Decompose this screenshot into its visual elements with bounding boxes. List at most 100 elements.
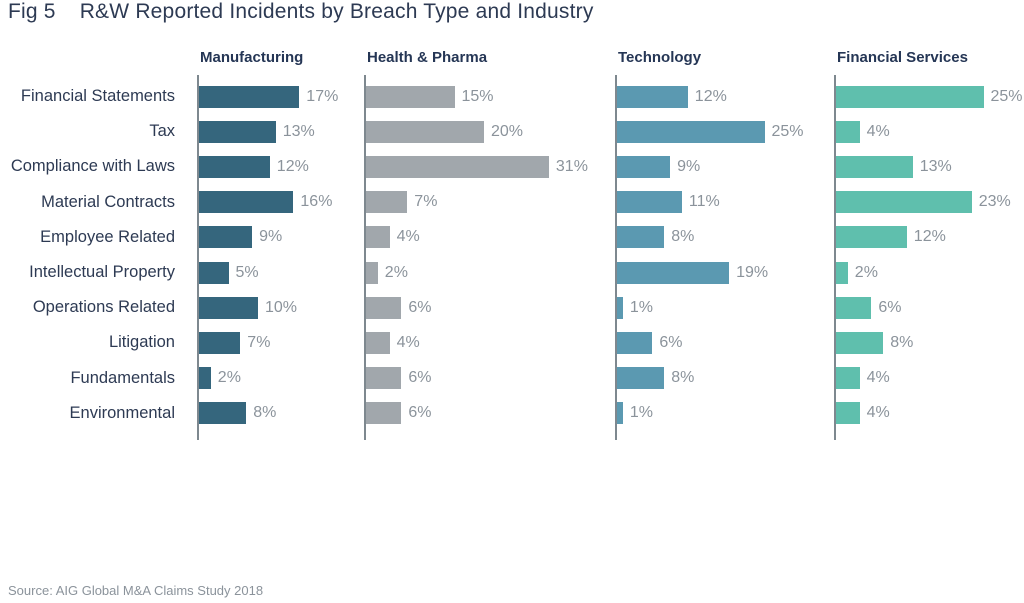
category-label: Intellectual Property bbox=[29, 262, 175, 281]
value-label: 9% bbox=[259, 228, 283, 246]
bar bbox=[617, 155, 671, 178]
bar bbox=[617, 367, 665, 390]
bar-row: 9% bbox=[617, 149, 834, 184]
bar-chart: Financial Statements Tax Compliance with L… bbox=[0, 46, 1024, 440]
value-label: 1% bbox=[629, 404, 654, 422]
bar bbox=[199, 331, 241, 354]
category-label: Material Contracts bbox=[41, 192, 175, 211]
bar-row: 6% bbox=[366, 396, 615, 431]
axis-and-bars: 25% 4% 13% 23% 12% 2% 6% 8% 4% 4% bbox=[834, 75, 1024, 440]
bar-row: 1% bbox=[617, 290, 834, 325]
bar-row: 1% bbox=[617, 396, 834, 431]
value-label: 4% bbox=[396, 333, 420, 351]
bar bbox=[617, 296, 623, 319]
panel-financial-services: Financial Services 25% 4% 13% 23% 12% 2% 6% 8% 4%… bbox=[834, 46, 1024, 440]
value-label: 8% bbox=[253, 404, 277, 422]
value-label: 19% bbox=[736, 263, 769, 281]
bar-row: 25% bbox=[836, 79, 1024, 114]
bar-row: 4% bbox=[836, 114, 1024, 149]
bar bbox=[617, 331, 653, 354]
value-label: 6% bbox=[408, 404, 432, 422]
panel-manufacturing: Manufacturing 17% 13% 12% 16% 9% 5% 10% 7% 2% 8% bbox=[197, 46, 364, 440]
bar bbox=[836, 331, 884, 354]
bar-row: 9% bbox=[199, 220, 364, 255]
source-note: Source: AIG Global M&A Claims Study 2018 bbox=[8, 583, 264, 598]
series-header: Manufacturing bbox=[200, 49, 304, 66]
bar-row: 6% bbox=[617, 325, 834, 360]
bar-row: 4% bbox=[836, 396, 1024, 431]
bar-row: 13% bbox=[199, 114, 364, 149]
value-label: 6% bbox=[878, 298, 902, 316]
bar bbox=[836, 120, 860, 143]
value-label: 6% bbox=[408, 298, 432, 316]
value-label: 4% bbox=[866, 122, 890, 140]
bar-row: 7% bbox=[366, 185, 615, 220]
category-label: Financial Statements bbox=[20, 87, 175, 105]
value-label: 7% bbox=[247, 333, 271, 351]
panels: Manufacturing 17% 13% 12% 16% 9% 5% 10% 7% 2% 8% He… bbox=[197, 46, 1024, 440]
series-header: Health & Pharma bbox=[367, 49, 488, 66]
bar bbox=[836, 261, 848, 284]
bar bbox=[617, 191, 682, 214]
bar bbox=[836, 191, 972, 214]
value-label: 7% bbox=[414, 193, 438, 211]
bar-row: 8% bbox=[617, 361, 834, 396]
bar bbox=[617, 261, 730, 284]
panel-health-pharma: Health & Pharma 15% 20% 31% 7% 4% 2% 6% 4% 6% 6% bbox=[364, 46, 615, 440]
bar-row: 11% bbox=[617, 185, 834, 220]
bar bbox=[199, 261, 229, 284]
bar bbox=[836, 296, 872, 319]
bar bbox=[836, 226, 907, 249]
bar bbox=[617, 226, 665, 249]
bar bbox=[199, 155, 270, 178]
bar-row: 13% bbox=[836, 149, 1024, 184]
bar bbox=[366, 191, 408, 214]
axis-and-bars: 17% 13% 12% 16% 9% 5% 10% 7% 2% 8% bbox=[197, 75, 364, 440]
value-label: 17% bbox=[306, 87, 339, 105]
bar bbox=[366, 120, 484, 143]
value-label: 9% bbox=[677, 157, 701, 175]
value-label: 23% bbox=[978, 193, 1011, 211]
value-label: 6% bbox=[659, 333, 683, 351]
bar-row: 8% bbox=[199, 396, 364, 431]
value-label: 25% bbox=[771, 122, 804, 140]
bar bbox=[199, 120, 276, 143]
bar bbox=[366, 85, 455, 108]
bar bbox=[199, 85, 300, 108]
bar-row: 4% bbox=[836, 361, 1024, 396]
value-label: 12% bbox=[913, 228, 946, 246]
series-header: Technology bbox=[618, 49, 702, 66]
value-label: 4% bbox=[396, 228, 420, 246]
bar bbox=[366, 261, 378, 284]
value-label: 4% bbox=[866, 369, 890, 387]
value-label: 8% bbox=[671, 228, 695, 246]
bar bbox=[199, 226, 253, 249]
bar bbox=[199, 402, 247, 425]
category-label: Environmental bbox=[69, 403, 175, 422]
bar-row: 6% bbox=[366, 290, 615, 325]
value-label: 10% bbox=[265, 298, 298, 316]
bar bbox=[199, 296, 258, 319]
category-label: Employee Related bbox=[40, 227, 175, 246]
value-label: 12% bbox=[694, 87, 727, 105]
bar bbox=[366, 155, 549, 178]
bar-row: 5% bbox=[199, 255, 364, 290]
panel-technology: Technology 12% 25% 9% 11% 8% 19% 1% 6% 8% 1% bbox=[615, 46, 834, 440]
bar bbox=[617, 85, 688, 108]
bar-row: 12% bbox=[836, 220, 1024, 255]
category-label: Fundamentals bbox=[70, 368, 175, 387]
bar-row: 8% bbox=[836, 325, 1024, 360]
bar-row: 4% bbox=[366, 220, 615, 255]
value-label: 31% bbox=[555, 157, 588, 175]
bar bbox=[366, 402, 402, 425]
bar-row: 20% bbox=[366, 114, 615, 149]
bar-row: 25% bbox=[617, 114, 834, 149]
bar bbox=[836, 155, 913, 178]
bar bbox=[836, 402, 860, 425]
bar bbox=[366, 331, 390, 354]
bar-row: 23% bbox=[836, 185, 1024, 220]
bar-row: 16% bbox=[199, 185, 364, 220]
category-label: Tax bbox=[149, 122, 175, 141]
bar-row: 4% bbox=[366, 325, 615, 360]
